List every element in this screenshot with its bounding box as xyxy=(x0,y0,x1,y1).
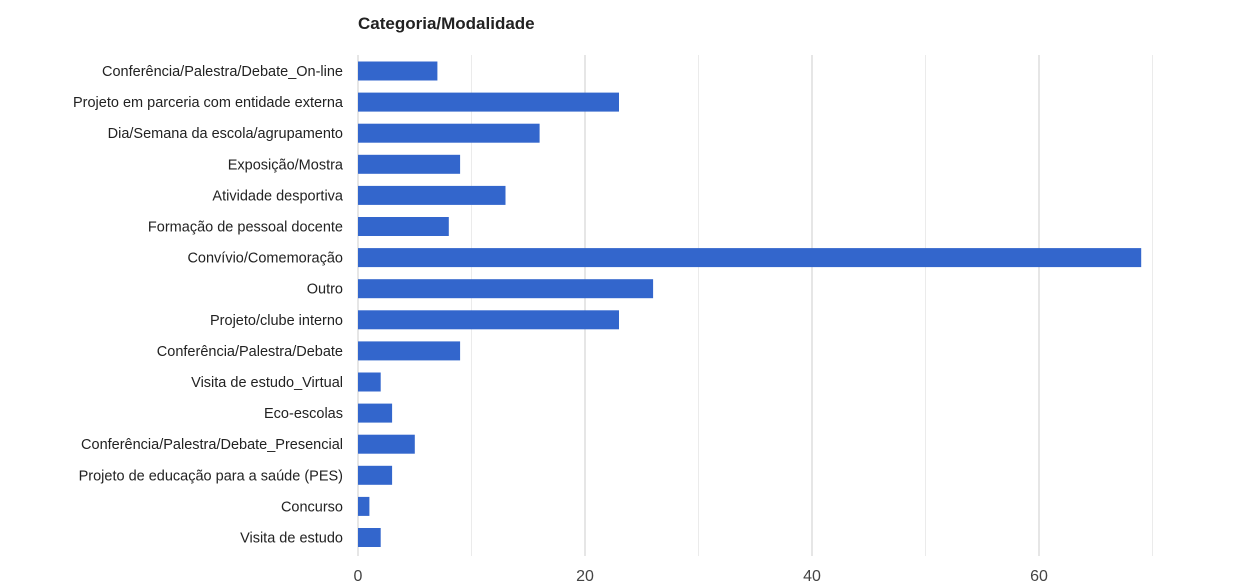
category-label: Conferência/Palestra/Debate_Presencial xyxy=(81,437,343,453)
category-label: Projeto de educação para a saúde (PES) xyxy=(79,468,343,484)
category-label: Projeto/clube interno xyxy=(210,313,343,329)
category-label: Conferência/Palestra/Debate_On-line xyxy=(102,64,343,80)
category-label: Concurso xyxy=(281,499,343,515)
bar[interactable] xyxy=(358,185,506,205)
bar[interactable] xyxy=(358,341,461,361)
category-label: Conferência/Palestra/Debate xyxy=(157,344,343,360)
x-tick-label: 0 xyxy=(354,568,363,585)
category-label: Formação de pessoal docente xyxy=(148,220,343,236)
category-label: Visita de estudo_Virtual xyxy=(191,375,343,391)
category-label: Outro xyxy=(307,282,343,298)
bar[interactable] xyxy=(358,217,449,236)
bar[interactable] xyxy=(358,465,393,485)
chart-title: Categoria/Modalidade xyxy=(358,14,535,33)
bar[interactable] xyxy=(358,279,654,299)
bar[interactable] xyxy=(358,154,461,174)
bar[interactable] xyxy=(358,123,540,143)
bar[interactable] xyxy=(358,496,370,516)
x-tick-label: 20 xyxy=(576,568,594,585)
category-label: Projeto em parceria com entidade externa xyxy=(73,95,344,111)
category-label: Dia/Semana da escola/agrupamento xyxy=(108,126,343,142)
x-axis-tick-labels: 0 20 40 60 xyxy=(354,568,1048,585)
bar[interactable] xyxy=(358,434,415,454)
category-label: Atividade desportiva xyxy=(212,188,344,204)
category-labels: Conferência/Palestra/Debate_On-line Proje… xyxy=(73,64,344,547)
bar[interactable] xyxy=(358,248,1142,268)
category-label: Eco-escolas xyxy=(264,406,343,422)
category-label: Exposição/Mostra xyxy=(228,157,344,173)
x-tick-label: 40 xyxy=(803,568,821,585)
x-tick-label: 60 xyxy=(1030,568,1048,585)
category-label: Convívio/Comemoração xyxy=(187,251,343,267)
bar[interactable] xyxy=(358,61,438,81)
bar[interactable] xyxy=(358,310,619,330)
bar[interactable] xyxy=(358,372,381,392)
bar[interactable] xyxy=(358,92,619,112)
bar[interactable] xyxy=(358,403,393,423)
bar[interactable] xyxy=(358,528,381,547)
bars xyxy=(358,61,1142,547)
category-label: Visita de estudo xyxy=(240,531,343,547)
